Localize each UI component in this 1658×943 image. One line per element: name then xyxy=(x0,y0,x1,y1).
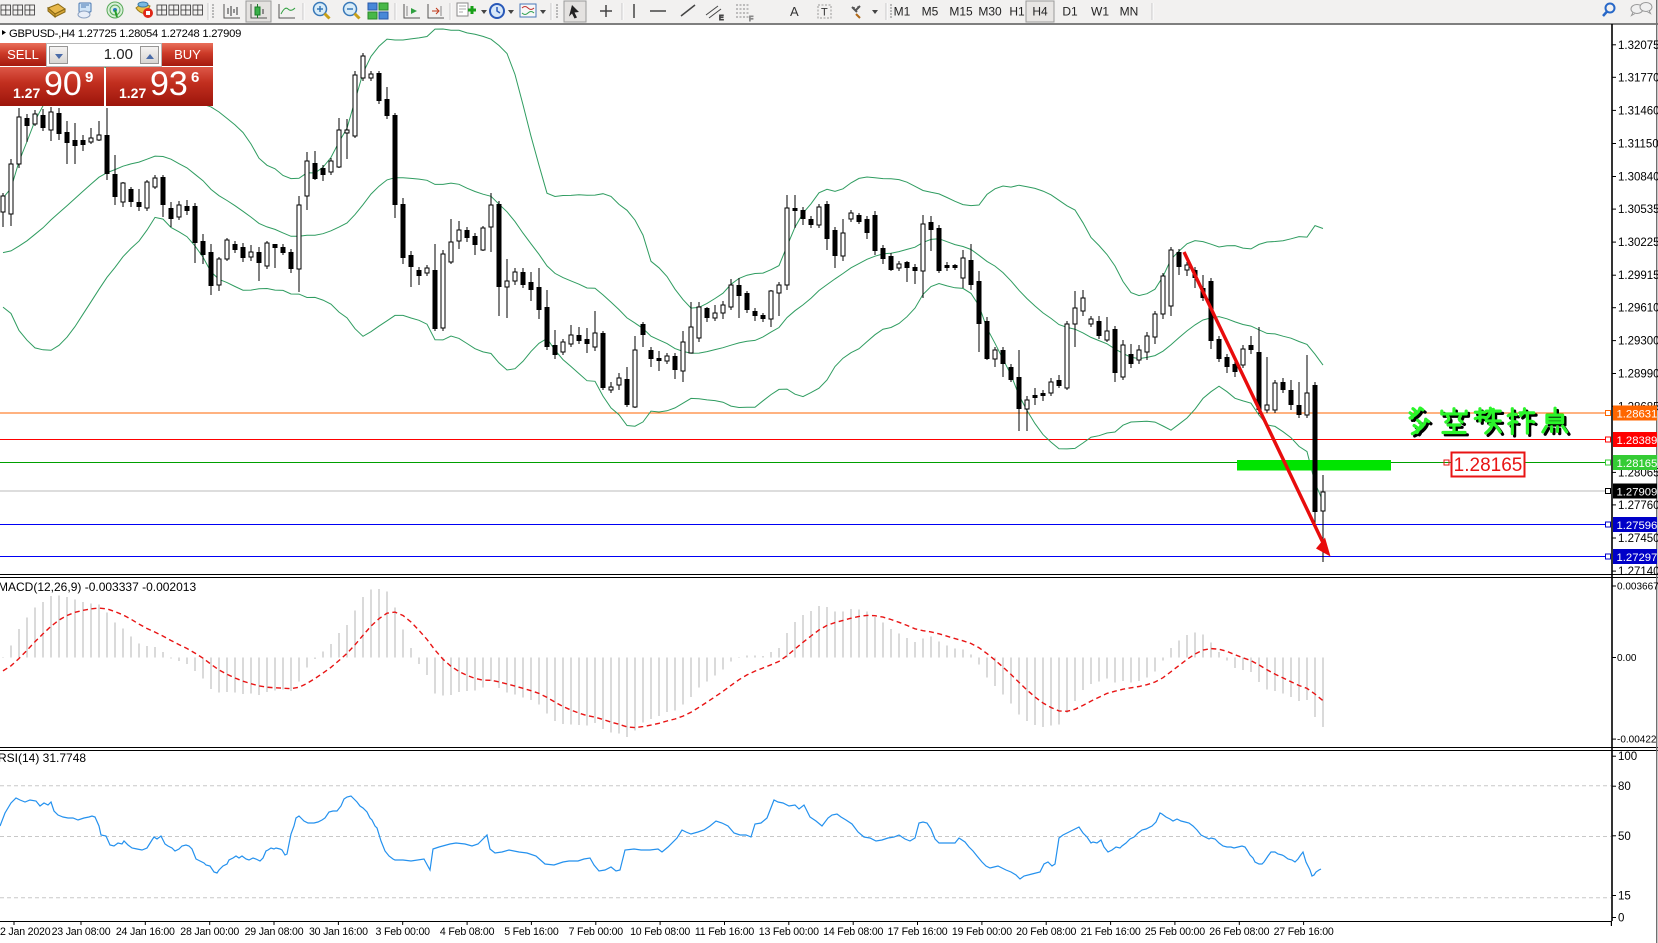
svg-text:0.003667: 0.003667 xyxy=(1617,582,1658,593)
svg-text:2 Jan 2020: 2 Jan 2020 xyxy=(0,926,51,938)
svg-text:1.28165: 1.28165 xyxy=(1454,455,1523,476)
svg-text:20 Feb 08:00: 20 Feb 08:00 xyxy=(1016,926,1076,938)
svg-text:50: 50 xyxy=(1618,831,1631,843)
svg-text:23 Jan 08:00: 23 Jan 08:00 xyxy=(52,926,111,938)
svg-text:MN: MN xyxy=(1120,5,1139,19)
svg-text:1.31770: 1.31770 xyxy=(1618,72,1658,84)
svg-text:0.00: 0.00 xyxy=(1617,653,1637,664)
svg-text:1.30535: 1.30535 xyxy=(1618,204,1658,216)
svg-text:E: E xyxy=(719,15,724,22)
svg-text:1.30225: 1.30225 xyxy=(1618,237,1658,249)
svg-text:5 Feb 16:00: 5 Feb 16:00 xyxy=(504,926,559,938)
svg-text:1.27297: 1.27297 xyxy=(1617,552,1658,564)
svg-text:GBPUSD-,H4 1.27725 1.28054 1.: GBPUSD-,H4 1.27725 1.28054 1.27248 1.279… xyxy=(9,28,241,40)
svg-text:3 Feb 00:00: 3 Feb 00:00 xyxy=(376,926,431,938)
svg-text:1.28165: 1.28165 xyxy=(1617,458,1658,470)
svg-text:1.29915: 1.29915 xyxy=(1618,270,1658,282)
svg-text:14 Feb 08:00: 14 Feb 08:00 xyxy=(823,926,883,938)
svg-text:1.31460: 1.31460 xyxy=(1618,105,1658,117)
svg-text:100: 100 xyxy=(1618,751,1637,763)
svg-text:M5: M5 xyxy=(922,5,939,19)
svg-text:1.30840: 1.30840 xyxy=(1618,172,1658,184)
svg-text:80: 80 xyxy=(1618,781,1631,793)
svg-text:1.28389: 1.28389 xyxy=(1617,435,1658,447)
svg-text:1.27450: 1.27450 xyxy=(1618,533,1658,545)
svg-text:W1: W1 xyxy=(1091,5,1109,19)
svg-text:1.28065: 1.28065 xyxy=(1618,467,1658,479)
svg-text:11 Feb 16:00: 11 Feb 16:00 xyxy=(695,926,755,938)
svg-text:0: 0 xyxy=(1618,913,1624,925)
svg-text:-0.00422: -0.00422 xyxy=(1617,735,1657,746)
svg-text:21 Feb 16:00: 21 Feb 16:00 xyxy=(1081,926,1141,938)
svg-text:10 Feb 08:00: 10 Feb 08:00 xyxy=(630,926,690,938)
svg-text:4 Feb 08:00: 4 Feb 08:00 xyxy=(440,926,495,938)
svg-text:T: T xyxy=(821,7,828,19)
svg-text:M15: M15 xyxy=(949,5,973,19)
svg-text:1.27909: 1.27909 xyxy=(1617,487,1658,499)
svg-text:RSI(14) 31.7748: RSI(14) 31.7748 xyxy=(0,751,86,765)
svg-text:13 Feb 00:00: 13 Feb 00:00 xyxy=(759,926,819,938)
svg-text:17 Feb 16:00: 17 Feb 16:00 xyxy=(887,926,947,938)
svg-text:1.32075: 1.32075 xyxy=(1618,40,1658,52)
svg-text:27 Feb 16:00: 27 Feb 16:00 xyxy=(1274,926,1334,938)
svg-text:A: A xyxy=(790,4,799,19)
svg-text:H4: H4 xyxy=(1032,5,1048,19)
svg-text:1.27140: 1.27140 xyxy=(1618,566,1658,578)
svg-text:1.29300: 1.29300 xyxy=(1618,336,1658,348)
svg-text:29 Jan 08:00: 29 Jan 08:00 xyxy=(245,926,304,938)
svg-text:1.27760: 1.27760 xyxy=(1618,500,1658,512)
svg-text:1.29610: 1.29610 xyxy=(1618,303,1658,315)
svg-text:D1: D1 xyxy=(1062,5,1078,19)
svg-text:7 Feb 00:00: 7 Feb 00:00 xyxy=(569,926,624,938)
svg-text:1.28631: 1.28631 xyxy=(1617,409,1658,421)
svg-text:24 Jan 16:00: 24 Jan 16:00 xyxy=(116,926,175,938)
svg-text:28 Jan 00:00: 28 Jan 00:00 xyxy=(180,926,239,938)
svg-text:F: F xyxy=(749,16,753,23)
svg-text:1.28990: 1.28990 xyxy=(1618,369,1658,381)
svg-text:25 Feb 00:00: 25 Feb 00:00 xyxy=(1145,926,1205,938)
svg-text:1.27596: 1.27596 xyxy=(1617,520,1658,532)
svg-text:30 Jan 16:00: 30 Jan 16:00 xyxy=(309,926,368,938)
svg-text:19 Feb 00:00: 19 Feb 00:00 xyxy=(952,926,1012,938)
svg-text:15: 15 xyxy=(1618,891,1631,903)
svg-text:MACD(12,26,9) -0.003337 -0.002: MACD(12,26,9) -0.003337 -0.002013 xyxy=(0,580,196,594)
svg-text:H1: H1 xyxy=(1009,5,1025,19)
svg-text:M30: M30 xyxy=(978,5,1002,19)
svg-text:1.31150: 1.31150 xyxy=(1618,139,1658,151)
svg-text:26 Feb 08:00: 26 Feb 08:00 xyxy=(1209,926,1269,938)
svg-text:M1: M1 xyxy=(894,5,911,19)
